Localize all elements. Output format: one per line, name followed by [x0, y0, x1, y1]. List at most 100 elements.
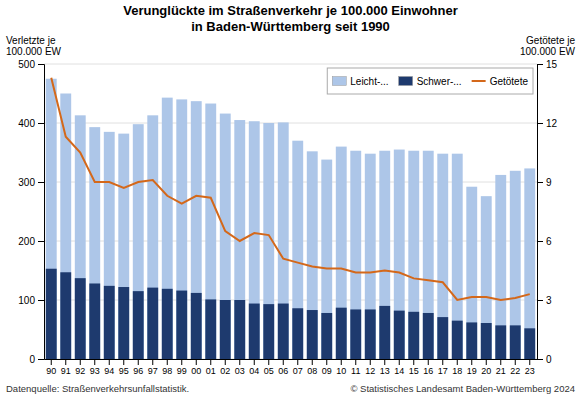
axis-line [38, 65, 45, 360]
y2-tick-mark [537, 182, 543, 183]
title: Verunglückte im Straßenverkehr je 100.00… [123, 3, 458, 18]
x-tick-mark [152, 359, 153, 365]
y2-tick-label: 12 [546, 118, 558, 129]
bar [292, 141, 303, 359]
y-tick: 500 [18, 59, 44, 70]
x-tick: 05 [264, 359, 274, 376]
y-tick-mark [38, 359, 44, 360]
y2-tick-label: 0 [546, 354, 552, 365]
bar [249, 304, 260, 359]
x-tick-label: 20 [481, 366, 491, 376]
x-tick: 21 [496, 359, 506, 376]
y-tick-label: 300 [18, 177, 35, 188]
bar [408, 312, 419, 359]
x-tick-label: 21 [496, 366, 506, 376]
x-tick-mark [181, 359, 182, 365]
x-tick-label: 94 [104, 366, 114, 376]
legend-swatch [332, 77, 346, 86]
x-axis: 9091929394959697989900010203040506070809… [45, 359, 538, 376]
x-tick-mark [341, 359, 342, 365]
bar [46, 79, 57, 359]
x-tick-label: 04 [249, 366, 259, 376]
bar [524, 168, 535, 359]
x-tick: 00 [191, 359, 201, 376]
bar [452, 321, 463, 359]
y2-tick: 6 [537, 236, 552, 247]
x-tick-label: 22 [510, 366, 520, 376]
y-tick-label: 400 [18, 118, 35, 129]
legend: Leicht-...Schwer-...Getötete [327, 68, 533, 94]
y-tick-mark [38, 64, 44, 65]
y2-axis-label: 100.000 EW [520, 46, 576, 57]
bar [191, 293, 202, 359]
legend-item: Getötete [472, 76, 529, 87]
x-tick-mark [80, 359, 81, 365]
x-tick: 92 [75, 359, 85, 376]
x-tick-label: 90 [46, 366, 56, 376]
bar [60, 272, 71, 359]
x-tick-mark [442, 359, 443, 365]
bar [104, 132, 115, 359]
x-tick: 99 [177, 359, 187, 376]
x-tick: 93 [90, 359, 100, 376]
x-tick-mark [457, 359, 458, 365]
chart: 9091929394959697989900010203040506070809… [0, 0, 581, 397]
x-tick-mark [65, 359, 66, 365]
x-tick-label: 99 [177, 366, 187, 376]
x-tick: 06 [278, 359, 288, 376]
y2-tick-label: 6 [546, 236, 552, 247]
x-tick: 97 [148, 359, 158, 376]
x-tick-mark [210, 359, 211, 365]
bar [263, 304, 274, 359]
x-tick-mark [297, 359, 298, 365]
bar [321, 313, 332, 359]
x-tick: 90 [46, 359, 56, 376]
bar [220, 300, 231, 359]
x-tick-mark [268, 359, 269, 365]
y2-tick-label: 9 [546, 177, 552, 188]
x-tick: 98 [162, 359, 172, 376]
bar [278, 122, 289, 359]
bar [437, 317, 448, 359]
grid-line [44, 241, 537, 242]
y2-tick-mark [537, 241, 543, 242]
bar [118, 134, 129, 359]
x-tick-label: 93 [90, 366, 100, 376]
x-tick-mark [413, 359, 414, 365]
bar [162, 98, 173, 359]
axis-line [538, 65, 544, 360]
bar [495, 325, 506, 359]
x-tick-mark [196, 359, 197, 365]
y2-tick-mark [537, 123, 543, 124]
bar [510, 171, 521, 359]
x-tick-label: 95 [119, 366, 129, 376]
y-tick: 0 [29, 354, 44, 365]
bar [89, 127, 100, 359]
x-tick-label: 16 [423, 366, 433, 376]
grid-line [44, 359, 537, 360]
x-tick: 23 [525, 359, 535, 376]
legend-label: Leicht-... [350, 76, 388, 87]
y-tick: 100 [18, 295, 44, 306]
x-tick-label: 14 [394, 366, 404, 376]
bar [379, 306, 390, 359]
y2-tick: 3 [537, 295, 552, 306]
legend-box [327, 68, 533, 94]
y2-tick: 12 [537, 118, 558, 129]
bar [176, 291, 187, 359]
x-tick-mark [312, 359, 313, 365]
x-tick: 04 [249, 359, 259, 376]
x-tick-label: 08 [307, 366, 317, 376]
y-tick: 300 [18, 177, 44, 188]
bar [408, 151, 419, 359]
bar [336, 308, 347, 359]
legend-item: Leicht-... [332, 76, 388, 87]
x-tick: 02 [220, 359, 230, 376]
x-tick: 15 [409, 359, 419, 376]
x-tick-label: 01 [206, 366, 216, 376]
bar [292, 308, 303, 359]
footnote: Datenquelle: Straßenverkehrsunfallstatis… [6, 383, 189, 394]
x-tick: 94 [104, 359, 114, 376]
bar [524, 328, 535, 359]
x-tick: 96 [133, 359, 143, 376]
